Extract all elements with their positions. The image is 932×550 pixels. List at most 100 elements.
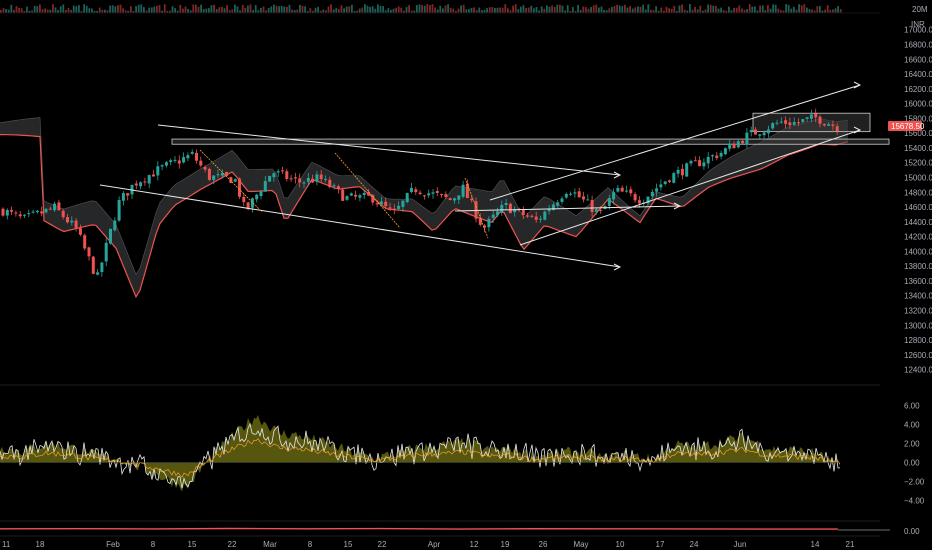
candle-body xyxy=(465,183,469,199)
candle-body xyxy=(835,126,839,132)
volume-bar xyxy=(590,6,592,13)
candle-body xyxy=(182,157,186,163)
volume-bar xyxy=(400,7,403,13)
candle-body xyxy=(728,143,732,149)
candle-body xyxy=(225,171,229,176)
volume-bar xyxy=(774,4,777,13)
volume-bar xyxy=(80,10,83,13)
candle-body xyxy=(762,132,766,136)
candle-body xyxy=(560,198,564,202)
volume-bar xyxy=(559,4,561,13)
volume-bar xyxy=(249,4,252,13)
volume-bar xyxy=(496,7,499,13)
cloud-lower-edge xyxy=(0,134,849,299)
candle xyxy=(319,170,323,183)
candle-body xyxy=(91,256,95,274)
candle-body xyxy=(216,174,220,176)
candle xyxy=(74,218,78,232)
candle xyxy=(599,205,603,214)
candle-body xyxy=(311,178,315,183)
oscillator-pane[interactable] xyxy=(0,414,841,492)
candle xyxy=(560,196,564,205)
candle xyxy=(659,179,663,191)
volume-bar xyxy=(143,7,145,13)
candle-body xyxy=(732,143,736,149)
candle-body xyxy=(478,217,482,225)
arrow-head xyxy=(853,81,862,89)
candle-body xyxy=(564,193,568,198)
candle-body xyxy=(715,155,719,159)
price-tick: 14400.00 xyxy=(904,218,932,227)
volume-bar xyxy=(270,6,273,13)
volume-bar xyxy=(699,5,702,13)
candle-body xyxy=(612,192,616,200)
volume-bar xyxy=(644,9,647,13)
candle xyxy=(637,196,641,208)
volume-bar xyxy=(314,7,317,13)
candle-body xyxy=(328,179,332,188)
candle xyxy=(491,210,495,223)
price-pane[interactable] xyxy=(0,81,890,299)
candle-body xyxy=(418,192,422,194)
candle xyxy=(723,147,727,156)
time-tick: Mar xyxy=(263,540,277,549)
volume-bar xyxy=(312,10,314,13)
candle xyxy=(268,175,272,182)
candle-body xyxy=(23,214,26,216)
candle xyxy=(487,216,491,232)
candle-body xyxy=(573,192,577,194)
volume-bar xyxy=(548,6,551,13)
volume-bar xyxy=(304,6,306,13)
candle xyxy=(104,238,108,267)
volume-bar xyxy=(223,8,226,13)
volume-bar xyxy=(538,10,540,13)
time-tick: 22 xyxy=(378,540,387,549)
volume-bar xyxy=(5,9,7,13)
time-tick: 12 xyxy=(470,540,479,549)
volume-bar xyxy=(470,8,473,13)
volume-bar xyxy=(296,9,299,13)
volume-bar xyxy=(626,7,629,13)
price-tick: 13000.00 xyxy=(904,321,932,330)
price-tick: 14200.00 xyxy=(904,233,932,242)
volume-bar xyxy=(205,8,208,13)
volume-bar xyxy=(520,6,522,13)
volume-bar xyxy=(712,5,715,13)
candle-body xyxy=(663,181,667,185)
candle-body xyxy=(427,193,431,196)
volume-bar xyxy=(122,8,124,13)
candle-body xyxy=(556,202,560,206)
candle xyxy=(513,206,517,217)
volume-bar xyxy=(104,9,106,13)
volume-bar xyxy=(689,4,691,14)
volume-bar xyxy=(709,4,712,13)
candle xyxy=(547,204,551,215)
volume-bar xyxy=(660,7,663,13)
last-price-badge: 15678.50 xyxy=(888,121,925,131)
volume-bar xyxy=(132,10,135,13)
volume-bar xyxy=(65,9,67,13)
candle-body xyxy=(491,214,495,218)
candle xyxy=(285,168,289,182)
volume-bar xyxy=(501,7,504,13)
volume-bar xyxy=(621,6,624,13)
candle-body xyxy=(207,168,211,180)
volume-bar xyxy=(546,5,548,13)
price-tick: 17000.00 xyxy=(904,26,932,35)
candle-body xyxy=(70,220,74,223)
candle-body xyxy=(341,189,345,201)
volume-bar xyxy=(283,6,286,13)
candle xyxy=(693,156,697,162)
volume-bar xyxy=(377,4,379,14)
volume-bar xyxy=(330,4,332,13)
volume-bar xyxy=(384,10,387,13)
volume-bar xyxy=(514,4,517,14)
candle xyxy=(27,209,31,218)
candle-body xyxy=(616,187,620,192)
volume-bar xyxy=(184,6,187,13)
volume-bar xyxy=(439,5,442,13)
volume-bar xyxy=(839,9,842,13)
candle-body xyxy=(134,183,138,186)
candle xyxy=(422,194,426,200)
